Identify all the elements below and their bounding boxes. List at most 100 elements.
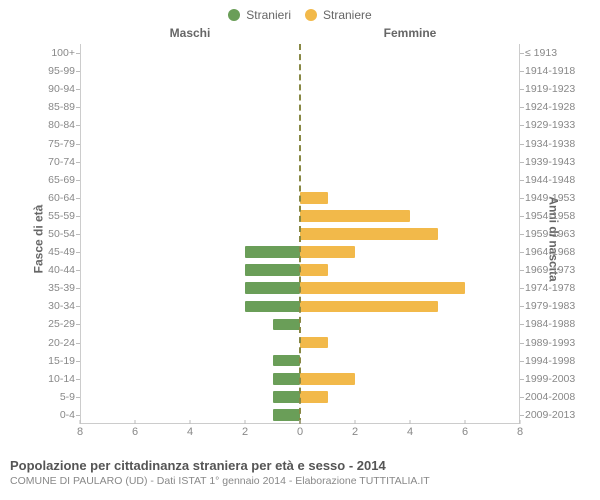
tick-mark [520, 234, 524, 235]
birth-year-label: 1964-1968 [525, 246, 590, 258]
tick-mark [520, 397, 524, 398]
tick-mark [76, 216, 80, 217]
plot-area: 100+≤ 191395-991914-191890-941919-192385… [80, 44, 520, 424]
birth-year-label: 1989-1993 [525, 337, 590, 349]
birth-year-label: 2009-2013 [525, 409, 590, 421]
birth-year-label: 1914-1918 [525, 65, 590, 77]
birth-year-label: 1969-1973 [525, 264, 590, 276]
x-tick-mark [245, 420, 246, 424]
tick-mark [76, 89, 80, 90]
tick-mark [520, 361, 524, 362]
tick-mark [520, 415, 524, 416]
tick-mark [76, 252, 80, 253]
tick-mark [520, 216, 524, 217]
bar-female [300, 246, 355, 258]
tick-mark [76, 125, 80, 126]
x-tick-mark [465, 420, 466, 424]
tick-mark [76, 144, 80, 145]
age-label: 85-89 [35, 101, 75, 113]
header-male: Maschi [80, 26, 300, 42]
age-label: 0-4 [35, 409, 75, 421]
age-label: 40-44 [35, 264, 75, 276]
tick-mark [76, 198, 80, 199]
age-label: 65-69 [35, 174, 75, 186]
birth-year-label: 1929-1933 [525, 119, 590, 131]
tick-mark [76, 343, 80, 344]
tick-mark [76, 415, 80, 416]
tick-mark [76, 397, 80, 398]
birth-year-label: 1999-2003 [525, 373, 590, 385]
age-label: 45-49 [35, 246, 75, 258]
age-label: 75-79 [35, 138, 75, 150]
bar-male [273, 319, 301, 331]
center-axis-line [299, 44, 301, 424]
tick-mark [520, 162, 524, 163]
tick-mark [520, 180, 524, 181]
legend-swatch-female [305, 9, 317, 21]
bar-female [300, 264, 328, 276]
x-tick-mark [300, 420, 301, 424]
tick-mark [76, 361, 80, 362]
tick-mark [520, 343, 524, 344]
age-label: 60-64 [35, 192, 75, 204]
bar-female [300, 210, 410, 222]
birth-year-label: 2004-2008 [525, 391, 590, 403]
tick-mark [76, 379, 80, 380]
tick-mark [76, 324, 80, 325]
tick-mark [76, 270, 80, 271]
bar-male [245, 282, 300, 294]
bar-male [273, 391, 301, 403]
legend-item-male: Stranieri [228, 8, 291, 22]
tick-mark [76, 53, 80, 54]
age-label: 20-24 [35, 337, 75, 349]
bar-male [273, 409, 301, 421]
tick-mark [76, 162, 80, 163]
tick-mark [520, 144, 524, 145]
x-tick-mark [520, 420, 521, 424]
legend-item-female: Straniere [305, 8, 372, 22]
tick-mark [520, 324, 524, 325]
tick-mark [76, 288, 80, 289]
bar-female [300, 282, 465, 294]
tick-mark [76, 107, 80, 108]
x-tick-label: 6 [132, 426, 138, 438]
bar-male [273, 355, 301, 367]
bar-female [300, 337, 328, 349]
x-tick-label: 2 [352, 426, 358, 438]
tick-mark [76, 234, 80, 235]
age-label: 100+ [35, 47, 75, 59]
bar-female [300, 301, 438, 313]
caption: Popolazione per cittadinanza straniera p… [0, 454, 600, 487]
tick-mark [76, 306, 80, 307]
bar-female [300, 391, 328, 403]
x-tick-label: 4 [407, 426, 413, 438]
bar-male [245, 301, 300, 313]
age-label: 25-29 [35, 318, 75, 330]
age-label: 30-34 [35, 300, 75, 312]
tick-mark [520, 379, 524, 380]
age-label: 50-54 [35, 228, 75, 240]
x-tick-label: 8 [77, 426, 83, 438]
x-tick-mark [80, 420, 81, 424]
age-label: 35-39 [35, 282, 75, 294]
tick-mark [520, 71, 524, 72]
tick-mark [76, 180, 80, 181]
birth-year-label: 1984-1988 [525, 318, 590, 330]
header-female: Femmine [300, 26, 520, 42]
bar-female [300, 373, 355, 385]
birth-year-label: ≤ 1913 [525, 47, 590, 59]
birth-year-label: 1924-1928 [525, 101, 590, 113]
tick-mark [520, 198, 524, 199]
legend-label-female: Straniere [323, 8, 372, 22]
birth-year-label: 1959-1963 [525, 228, 590, 240]
legend-label-male: Stranieri [246, 8, 291, 22]
x-tick-label: 2 [242, 426, 248, 438]
birth-year-label: 1974-1978 [525, 282, 590, 294]
chart: Maschi Femmine Fasce di età Anni di nasc… [0, 24, 600, 454]
birth-year-label: 1979-1983 [525, 300, 590, 312]
birth-year-label: 1944-1948 [525, 174, 590, 186]
tick-mark [520, 252, 524, 253]
x-tick-mark [355, 420, 356, 424]
x-tick-mark [135, 420, 136, 424]
tick-mark [520, 89, 524, 90]
